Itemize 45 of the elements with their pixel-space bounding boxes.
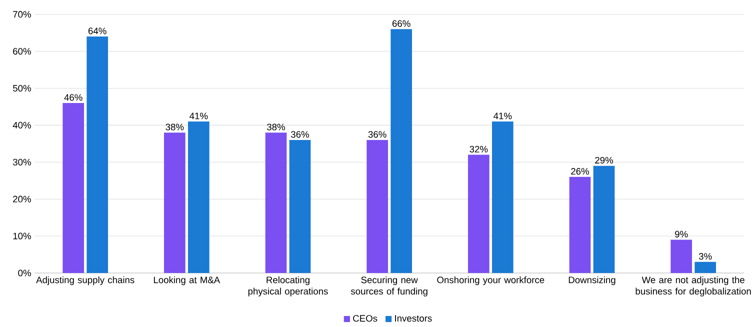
legend-label: CEOs	[353, 315, 378, 322]
bar	[265, 132, 287, 273]
data-label: 46%	[64, 94, 82, 101]
bar	[86, 36, 108, 273]
y-tick-label: 60%	[13, 48, 31, 55]
data-label: 32%	[470, 146, 488, 152]
data-label: 38%	[267, 124, 286, 130]
bar	[289, 140, 311, 273]
bar	[390, 29, 412, 273]
x-tick-label: Relocating physical operations	[248, 276, 328, 296]
bar	[188, 121, 210, 273]
bar	[468, 154, 490, 273]
bar	[164, 132, 186, 273]
y-tick-label: 0%	[18, 270, 31, 276]
data-label: 36%	[368, 131, 386, 138]
x-tick-label: Onshoring your workforce	[437, 276, 544, 286]
x-tick-label: We are not adjusting the business for deglobalization	[636, 276, 751, 296]
data-label: 41%	[190, 112, 208, 120]
y-tick-label: 10%	[13, 232, 31, 240]
y-tick-label: 50%	[13, 84, 31, 92]
data-label: 66%	[392, 20, 410, 27]
data-label: 38%	[166, 124, 184, 130]
data-label: 64%	[88, 28, 106, 34]
data-label: 9%	[675, 230, 688, 238]
y-tick-label: 30%	[12, 158, 31, 166]
bar	[366, 140, 388, 273]
y-tick-label: 70%	[13, 11, 31, 18]
y-tick-label: 40%	[12, 122, 31, 128]
legend-label: Investors	[395, 315, 432, 322]
data-label: 41%	[494, 112, 512, 120]
bar	[694, 262, 716, 273]
bar	[670, 240, 692, 273]
y-tick-label: 20%	[13, 196, 31, 202]
x-tick-label: Adjusting supply chains	[36, 276, 134, 286]
bar	[569, 176, 591, 273]
bar	[492, 121, 514, 273]
x-tick-label: Looking at M&A	[154, 276, 220, 286]
data-label: 26%	[571, 168, 590, 175]
data-label: 36%	[291, 131, 310, 138]
bar	[593, 166, 615, 273]
x-tick-label: Downsizing	[568, 276, 616, 286]
x-tick-label: Securing new sources of funding	[350, 276, 428, 296]
data-label: 29%	[595, 156, 614, 164]
data-label: 3%	[698, 253, 712, 260]
bar	[62, 103, 84, 273]
